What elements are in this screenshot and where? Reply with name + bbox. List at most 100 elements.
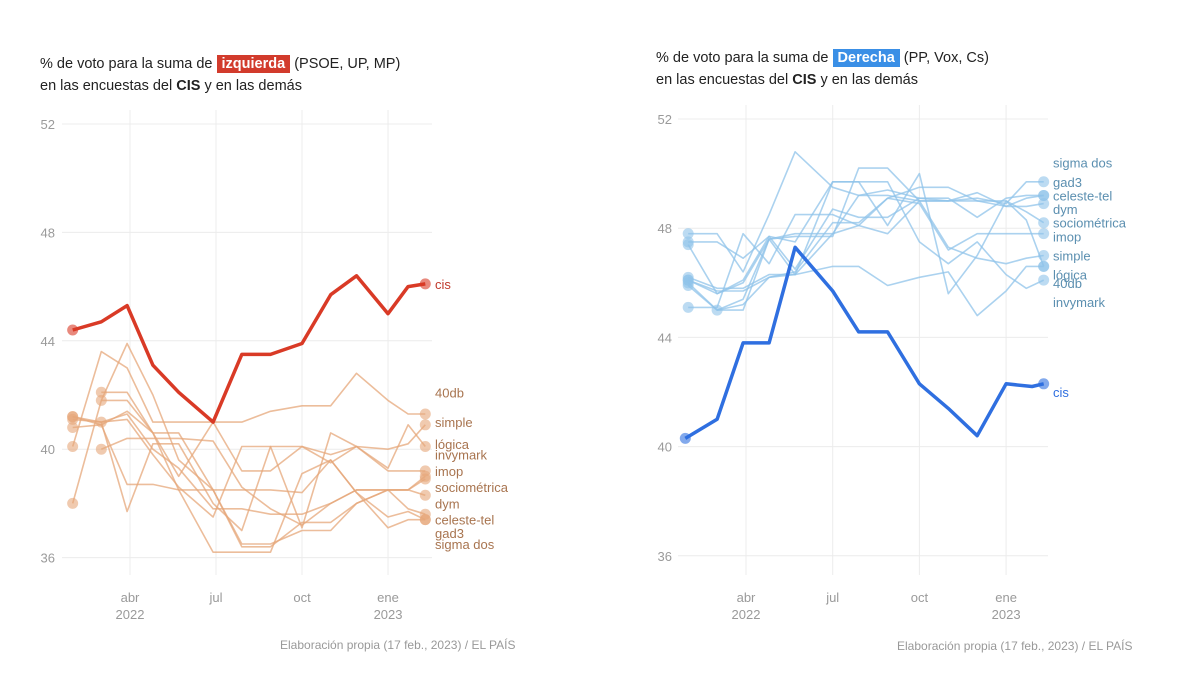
x-tick-label: oct <box>911 590 929 605</box>
right-chart-panel: % de voto para la suma de Derecha (PP, V… <box>600 0 1200 700</box>
credit-right: Elaboración propia (17 feb., 2023) / EL … <box>897 639 1133 653</box>
series-line-gad3 <box>688 151 1044 273</box>
series-label: gad3 <box>435 526 464 541</box>
izquierda-tag: izquierda <box>216 55 291 73</box>
series-label: dym <box>1053 202 1078 217</box>
series-end-point <box>419 440 431 452</box>
series-start-point <box>95 394 107 406</box>
series-label: 40db <box>435 385 464 400</box>
x-tick-label: oct <box>293 590 311 605</box>
series-start-point <box>682 239 694 251</box>
x-tick-year-label: 2023 <box>992 607 1021 622</box>
series-line-gad3 <box>101 399 426 553</box>
series-end-point <box>1038 228 1050 240</box>
x-tick-year-label: 2022 <box>116 607 145 622</box>
series-label: invymark <box>1053 295 1106 310</box>
series-end-point <box>1038 274 1050 286</box>
x-tick-year-label: 2022 <box>732 607 761 622</box>
series-line-dym <box>72 424 426 548</box>
y-tick-label: 48 <box>41 225 55 240</box>
series-label: simple <box>1053 249 1091 264</box>
series-start-point <box>67 324 79 336</box>
series-label: sigma dos <box>1053 156 1113 171</box>
series-line-cis <box>72 274 426 424</box>
series-end-point <box>419 419 431 431</box>
chart-title-right: % de voto para la suma de Derecha (PP, V… <box>656 49 989 88</box>
series-start-point <box>67 411 79 423</box>
series-label: gad3 <box>1053 175 1082 190</box>
series-end-point <box>1038 217 1050 229</box>
series-end-point <box>419 408 431 420</box>
x-tick-label: abr <box>737 590 756 605</box>
series-end-point <box>419 465 431 477</box>
series-label: sociométrica <box>1053 216 1127 231</box>
series-line-imop <box>688 197 1044 309</box>
series-line-sigma-dos <box>100 421 426 532</box>
x-tick-label: jul <box>209 590 223 605</box>
series-end-point <box>1038 189 1050 201</box>
x-tick-label: jul <box>825 590 839 605</box>
series-label: dym <box>435 496 460 511</box>
series-label: cis <box>1053 385 1069 400</box>
series-label: lógica <box>435 437 470 452</box>
series-line-lógica <box>687 172 1045 295</box>
series-label: cis <box>435 277 451 292</box>
right-line-chart: 36 40 44 48 52 abr 2022 jul oct ene 2023 sigma dos g… <box>658 105 1127 622</box>
series-start-point <box>67 497 79 509</box>
left-line-chart: 36 40 44 48 52 abr 2022 jul oct ene 2023 40db simple… <box>41 110 509 622</box>
chart-title-left: % de voto para la suma de izquierda (PSO… <box>40 55 401 94</box>
series-label: sociométrica <box>435 480 509 495</box>
series-end-point <box>1038 260 1050 272</box>
series-line-imop <box>71 350 426 472</box>
series-label: imop <box>435 464 463 479</box>
series-label: invymark <box>435 448 488 463</box>
derecha-tag: Derecha <box>832 49 900 67</box>
y-tick-label: 36 <box>41 551 55 566</box>
x-tick-label: abr <box>121 590 140 605</box>
series-line-sigma-dos <box>688 181 1045 290</box>
series-label: sigma dos <box>435 537 495 552</box>
series-line-40db <box>71 342 426 529</box>
series-label: lógica <box>1053 268 1088 283</box>
y-tick-label: 36 <box>658 549 672 564</box>
series-line-cis <box>684 245 1045 440</box>
series-start-point <box>682 301 694 313</box>
y-tick-label: 44 <box>41 334 55 349</box>
y-tick-label: 52 <box>41 117 55 132</box>
series-label: 40db <box>1053 276 1082 291</box>
series-start-point <box>95 443 107 455</box>
x-tick-label: ene <box>377 590 399 605</box>
series-label: celeste-tel <box>435 513 494 528</box>
series-line-sociométrica <box>72 413 426 515</box>
series-line-lógica <box>72 418 426 529</box>
series-start-point <box>95 416 107 428</box>
series-start-point <box>95 386 107 398</box>
series-end-point <box>419 278 431 290</box>
y-tick-label: 40 <box>41 442 55 457</box>
y-tick-label: 52 <box>658 112 672 127</box>
series-line-40db <box>687 265 1044 317</box>
series-label: simple <box>435 415 473 430</box>
series-end-point <box>1038 378 1050 390</box>
credit-left: Elaboración propia (17 feb., 2023) / EL … <box>280 638 516 652</box>
y-tick-label: 40 <box>658 440 672 455</box>
series-start-point <box>67 440 79 452</box>
series-end-point <box>1038 198 1050 210</box>
series-line-simple <box>72 372 426 478</box>
series-line-celeste-tel <box>687 167 1044 311</box>
series-start-point <box>682 228 694 240</box>
series-label: imop <box>1053 229 1081 244</box>
x-tick-year-label: 2023 <box>374 607 403 622</box>
series-line-dym <box>716 189 1044 311</box>
series-end-point <box>419 514 431 526</box>
left-chart-panel: % de voto para la suma de izquierda (PSO… <box>40 55 516 652</box>
series-end-point <box>419 489 431 501</box>
series-start-point <box>682 274 694 286</box>
series-label: celeste-tel <box>1053 188 1112 203</box>
series-line-invymark <box>687 194 1044 295</box>
series-line-simple <box>687 200 1044 290</box>
series-end-point <box>419 473 431 485</box>
series-start-point <box>679 432 691 444</box>
series-start-point <box>67 422 79 434</box>
series-end-point <box>1038 176 1050 188</box>
